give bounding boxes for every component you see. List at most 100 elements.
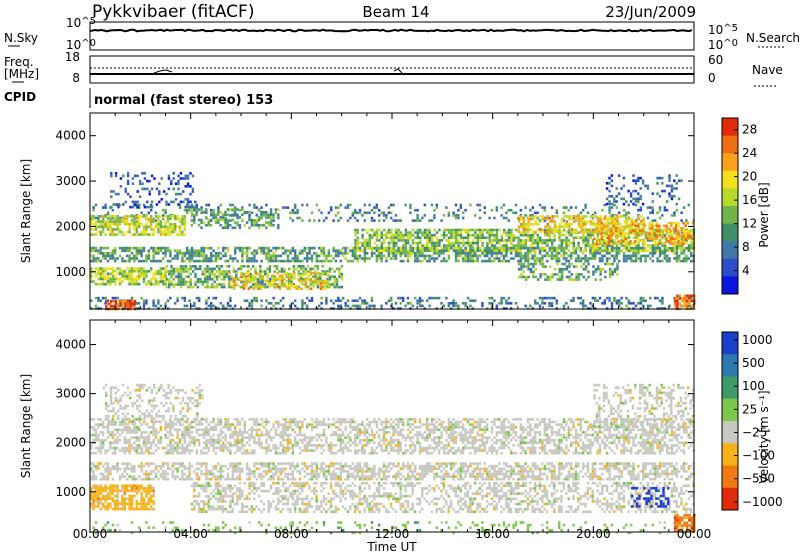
data-cell: [178, 418, 182, 421]
data-cell: [404, 304, 407, 308]
data-cell: [361, 241, 364, 245]
date-title: 23/Jun/2009: [605, 3, 696, 21]
data-cell: [529, 262, 533, 266]
data-cell: [543, 206, 546, 209]
data-cell: [195, 213, 198, 217]
data-cell: [505, 241, 508, 245]
data-cell: [598, 229, 601, 233]
data-cell: [228, 282, 231, 285]
data-cell: [314, 282, 318, 285]
data-cell: [431, 249, 434, 253]
data-cell: [558, 236, 561, 240]
data-cell: [661, 299, 664, 302]
data-cell: [466, 257, 470, 260]
data-cell: [269, 213, 273, 217]
data-cell: [592, 265, 595, 268]
data-cell: [224, 221, 227, 224]
data-cell: [321, 270, 324, 273]
data-cell: [135, 257, 138, 260]
data-cell: [517, 215, 521, 218]
data-cell: [572, 236, 575, 240]
data-cell: [665, 232, 668, 235]
data-cell: [495, 206, 498, 209]
data-cell: [152, 220, 155, 223]
data-cell: [560, 244, 563, 247]
data-cell: [661, 182, 664, 185]
data-cell: [126, 272, 129, 276]
data-cell: [223, 285, 226, 289]
data-cell: [454, 257, 458, 260]
data-cell: [135, 254, 138, 258]
data-cell: [481, 228, 484, 232]
data-cell: [565, 206, 568, 209]
data-cell: [325, 216, 328, 220]
data-cell: [539, 275, 542, 279]
data-cell: [580, 230, 583, 234]
data-cell: [469, 203, 472, 207]
data-cell: [445, 239, 448, 242]
data-cell: [490, 254, 494, 258]
data-cell: [637, 197, 640, 201]
data-cell: [320, 252, 323, 255]
data-cell: [294, 252, 297, 255]
data-cell: [546, 423, 549, 426]
data-cell: [194, 272, 197, 276]
data-cell: [193, 252, 196, 255]
data-cell: [236, 259, 239, 263]
data-cell: [681, 304, 684, 308]
data-cell: [182, 270, 185, 273]
data-cell: [399, 231, 403, 234]
data-cell: [600, 237, 603, 241]
data-cell: [228, 271, 231, 275]
data-cell: [378, 246, 381, 250]
data-cell: [126, 222, 129, 226]
data-cell: [380, 246, 383, 250]
data-cell: [277, 216, 280, 220]
data-cell: [119, 177, 123, 180]
data-cell: [145, 257, 148, 260]
data-cell: [253, 423, 256, 426]
data-cell: [94, 216, 98, 220]
data-cell: [267, 420, 270, 424]
data-cell: [182, 190, 185, 193]
data-cell: [498, 246, 501, 250]
data-cell: [673, 195, 676, 198]
data-cell: [279, 423, 282, 426]
data-cell: [527, 222, 530, 226]
data-cell: [387, 228, 391, 232]
data-cell: [512, 257, 515, 260]
data-cell: [500, 420, 503, 424]
data-cell: [558, 230, 561, 234]
data-cell: [274, 279, 277, 283]
data-cell: [618, 299, 621, 302]
data-cell: [585, 220, 588, 223]
data-cell: [154, 304, 158, 308]
data-cell: [553, 228, 557, 231]
data-cell: [275, 283, 279, 286]
data-cell: [271, 274, 274, 277]
data-cell: [636, 227, 639, 230]
data-cell: [339, 304, 342, 308]
data-cell: [265, 246, 268, 250]
data-cell: [589, 257, 592, 260]
data-cell: [457, 241, 460, 245]
data-cell: [598, 423, 602, 426]
data-cell: [121, 257, 124, 260]
data-cell: [202, 210, 206, 214]
data-cell: [172, 172, 175, 175]
data-cell: [231, 203, 234, 207]
data-cell: [639, 239, 643, 242]
data-cell: [452, 236, 455, 240]
data-cell: [493, 418, 496, 421]
data-cell: [539, 239, 542, 242]
data-cell: [375, 233, 379, 237]
data-cell: [606, 220, 609, 223]
data-cell: [189, 200, 192, 204]
data-cell: [109, 220, 112, 223]
data-cell: [325, 257, 328, 260]
data-cell: [507, 420, 510, 424]
data-cell: [90, 215, 93, 218]
data-cell: [674, 232, 678, 235]
data-cell: [433, 246, 436, 250]
data-cell: [190, 420, 194, 424]
